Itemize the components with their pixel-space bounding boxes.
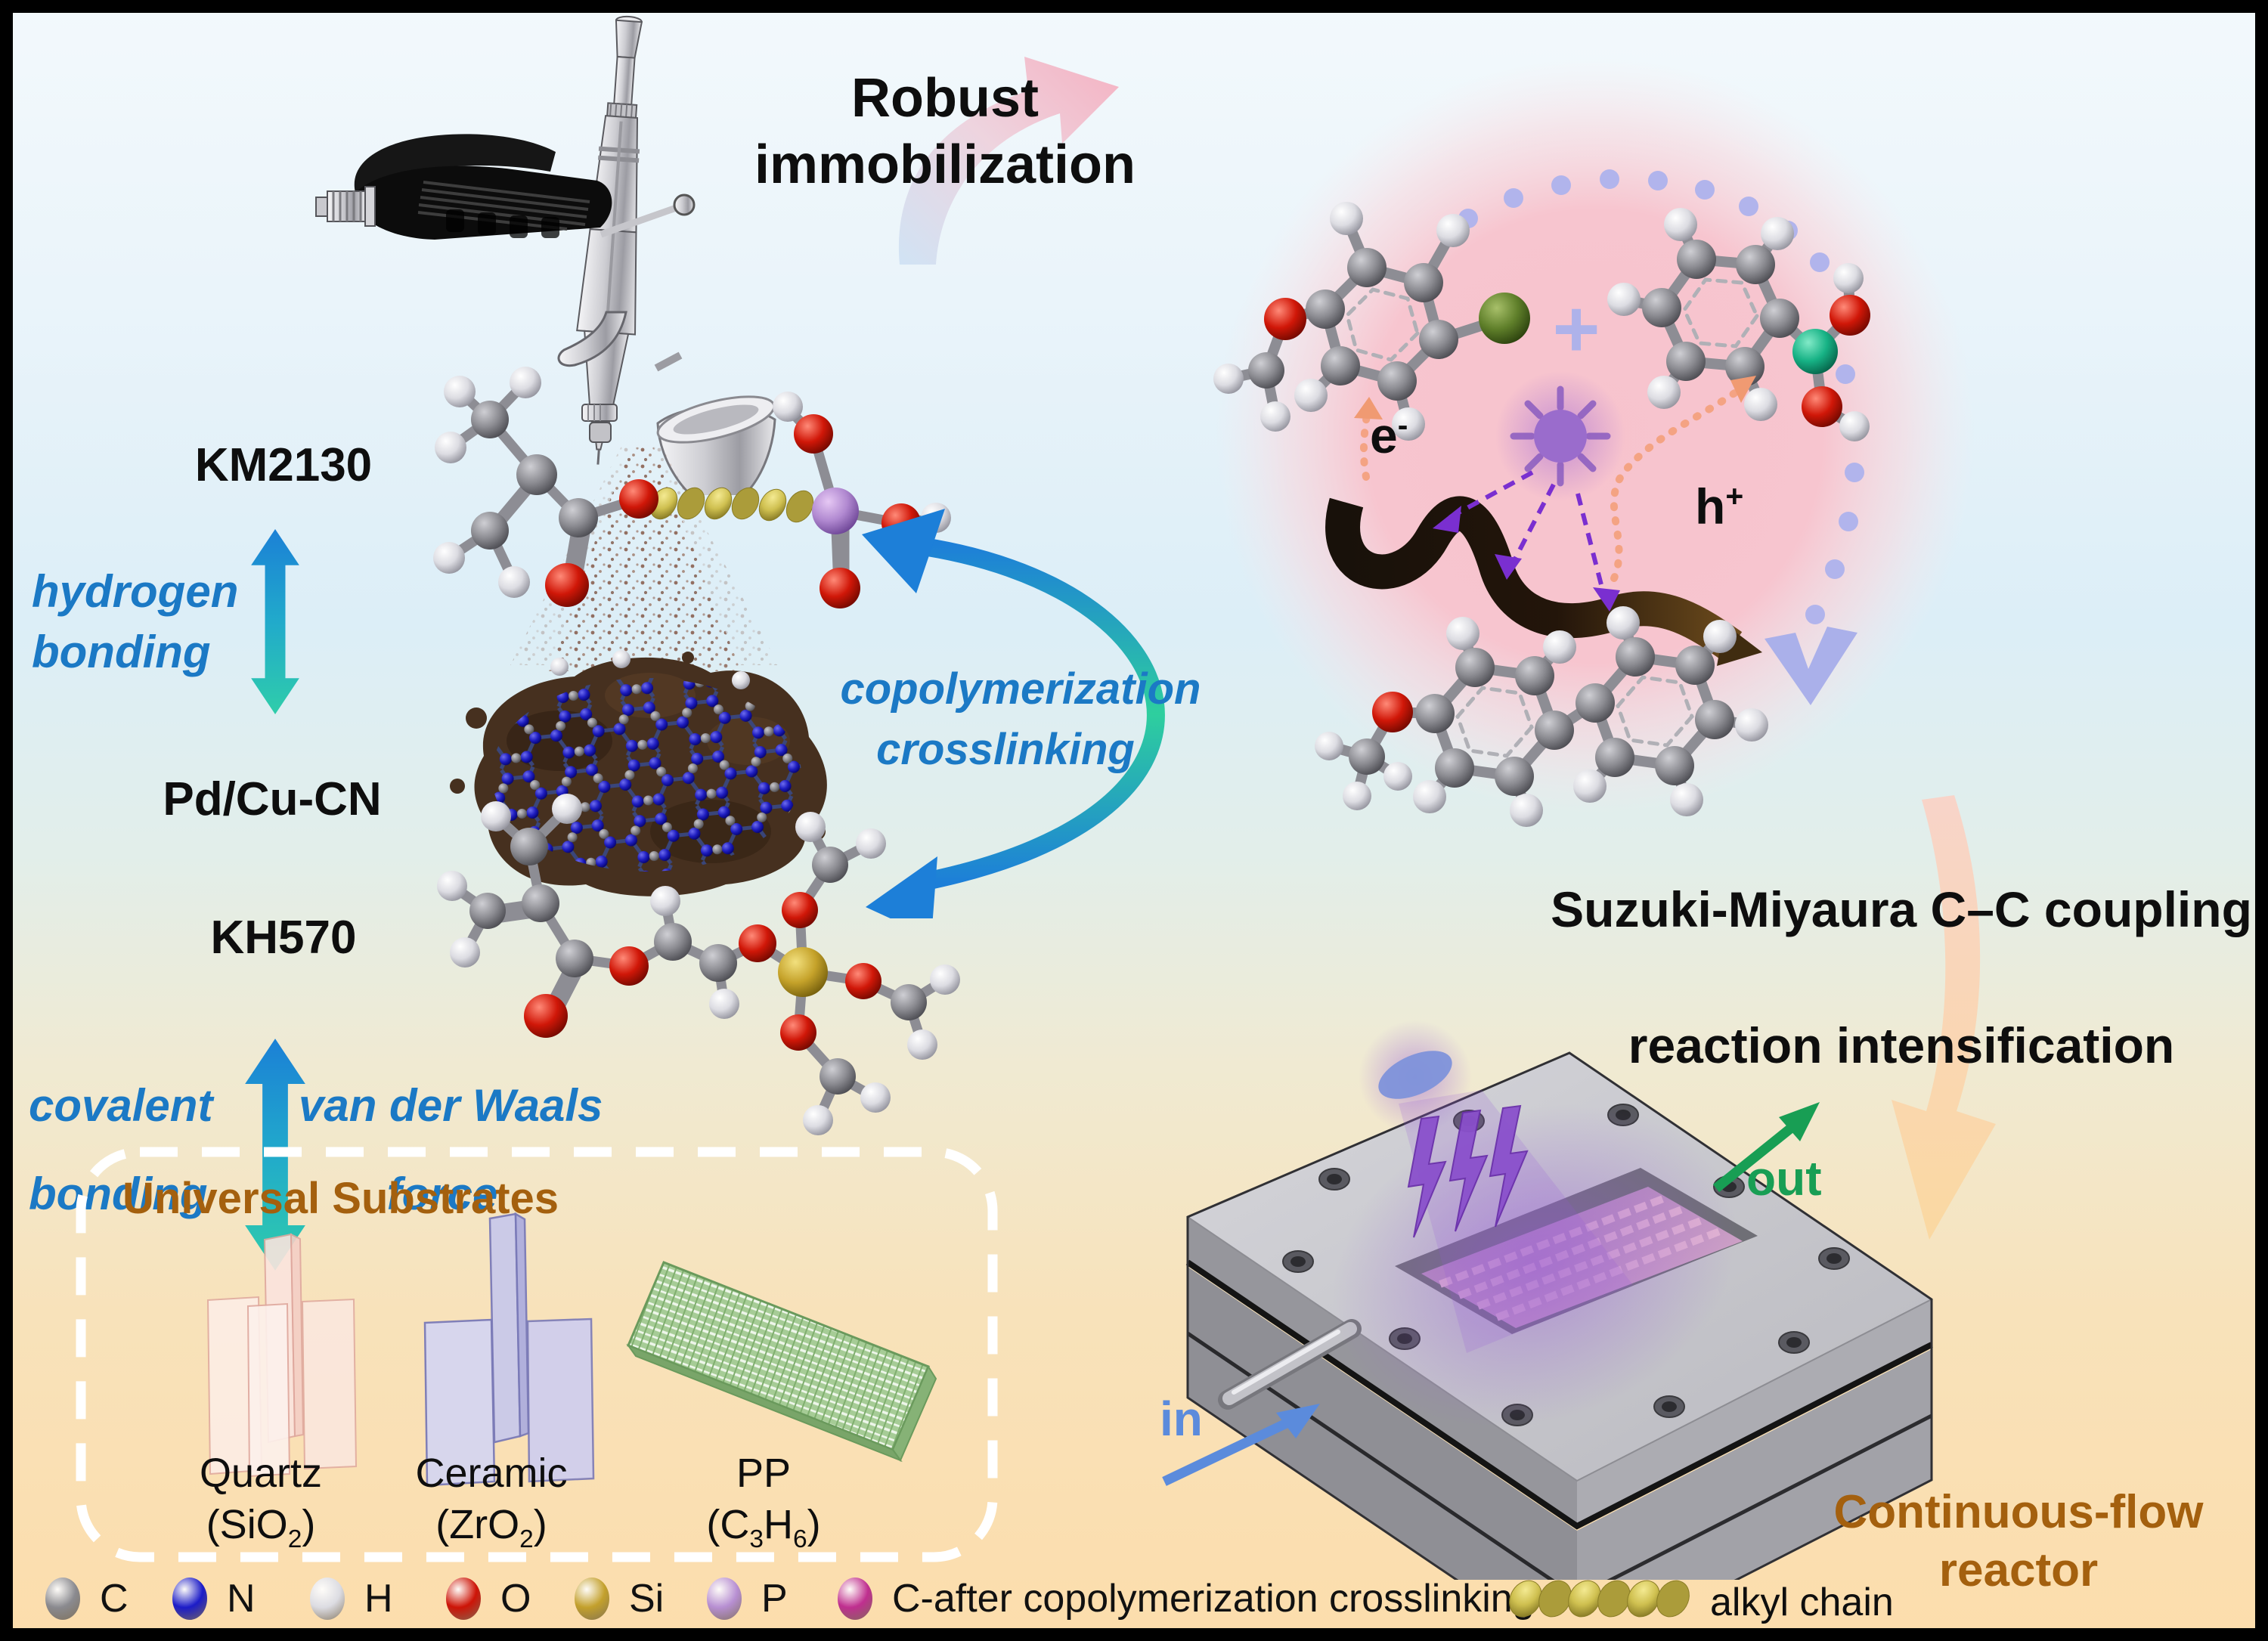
in-label: in: [1160, 1392, 1203, 1446]
suzuki-title-line2: reaction intensification: [1628, 1017, 2175, 1073]
airbrush-handle: [352, 134, 612, 240]
light-source-icon: [1495, 371, 1625, 501]
vdw-label-line2: force: [386, 1169, 498, 1219]
electron-label: e-: [1370, 407, 1408, 463]
robust-line1: Robust: [851, 68, 1039, 128]
oxygen-atom-icon: [446, 1578, 481, 1620]
km2130-molecule: [433, 367, 951, 608]
suzuki-title-line1: Suzuki-Miyaura C–C coupling: [1551, 881, 2252, 937]
phosphorus-atom: [812, 488, 859, 534]
hydrogen-atom-icon: [310, 1578, 345, 1620]
substrate-ceramic-name: Ceramic: [415, 1451, 568, 1496]
legend-atom-p: P: [707, 1574, 788, 1623]
legend-label: O: [500, 1577, 531, 1621]
legend-label: N: [227, 1577, 256, 1621]
continuous-flow-reactor: [1185, 1020, 1933, 1580]
inlet-tube: [1218, 1319, 1362, 1410]
reactor-name-line2: reactor: [1938, 1544, 2099, 1596]
km2130-label: KM2130: [194, 439, 373, 491]
airbrush-chrome-body: [576, 15, 643, 465]
covalent-label-line1: covalent: [29, 1080, 213, 1131]
hydrogen-bonding-arrow: [251, 529, 299, 714]
copolymerization-label-line1: copolymerization: [840, 664, 1201, 714]
copolymerization-label-line2: crosslinking: [876, 725, 1135, 774]
copolymerization-curve-arrow: [862, 509, 1165, 918]
substrate-illustrations: [206, 1212, 937, 1487]
legend-label: C: [100, 1577, 129, 1621]
legend-atom-o: O: [446, 1574, 531, 1623]
airbrush-connector: [315, 186, 376, 227]
in-arrow: [1162, 1404, 1320, 1486]
bromine-atom: [1479, 293, 1530, 344]
uv-bolts: [1407, 1104, 1529, 1238]
alkyl-chain-helix: [649, 487, 814, 523]
legend-label: C-after copolymerization crosslinking: [892, 1577, 1535, 1621]
spray-cone-inner: [548, 447, 741, 671]
substrate-pp-formula: (C3H6): [706, 1502, 821, 1553]
legend-label: H: [364, 1577, 393, 1621]
substrate-quartz-name: Quartz: [199, 1451, 323, 1496]
substrate-quartz-formula: (SiO2): [206, 1502, 316, 1553]
photocatalysis-scene: [1213, 58, 1975, 827]
legend-label: P: [761, 1577, 788, 1621]
legend-atom-si: Si: [575, 1574, 664, 1623]
airbrush-paint-cup: [654, 351, 776, 495]
uv-lamp: [1378, 1051, 1452, 1099]
bromoanisole-molecule: [1213, 202, 1530, 441]
phosphorus-atom-icon: [707, 1578, 742, 1620]
kh570-molecule: [437, 794, 960, 1135]
spray-assembly-scene: [433, 367, 960, 1135]
hydrogen-bonding-label-line2: bonding: [32, 627, 211, 677]
substrate-pp-name: PP: [736, 1451, 792, 1496]
reactor-name-line1: Continuous-flow: [1833, 1486, 2204, 1538]
boron-atom: [1792, 329, 1838, 374]
airbrush-illustration: [315, 15, 776, 495]
biphenyl-product-molecule: [1315, 606, 1768, 827]
robust-swoosh-arrow: [898, 57, 1119, 265]
out-arrow: [1712, 1102, 1820, 1193]
legend-atom-c: C: [45, 1574, 129, 1623]
covalent-label-line2: bonding: [29, 1169, 208, 1219]
alkyl-chain-icon: [1509, 1580, 1690, 1618]
plus-sign: +: [1552, 283, 1600, 374]
airbrush-trigger: [557, 194, 696, 367]
robust-immobilization-title: Robust immobilization: [665, 65, 1225, 198]
pd-cu-cn-label: Pd/Cu-CN: [163, 773, 382, 825]
vdw-label-line1: van der Waals: [299, 1080, 603, 1131]
pd-cu-cn-particle: [450, 650, 827, 896]
pp-mesh-sheet: [626, 1261, 937, 1463]
intensification-swoosh-arrow: [1892, 795, 1996, 1240]
ceramic-slabs: [423, 1212, 595, 1487]
legend-atom-h: H: [310, 1574, 393, 1623]
legend-atom-c-after: C-after copolymerization crosslinking: [838, 1574, 1535, 1623]
substrate-ceramic-formula: (ZrO2): [435, 1502, 547, 1553]
robust-line2: immobilization: [754, 135, 1136, 195]
silicon-atom: [778, 947, 828, 997]
universal-substrates-title: Universal Substrates: [122, 1174, 559, 1223]
substrates-dashed-box: [76, 1147, 998, 1562]
quartz-slabs: [206, 1233, 358, 1478]
nitrogen-atom-icon: [172, 1578, 207, 1620]
silicon-atom-icon: [575, 1578, 609, 1620]
phenylboronic-acid-molecule: [1607, 208, 1870, 441]
c-after-atom-icon: [838, 1578, 872, 1620]
carbon-atom-icon: [45, 1578, 80, 1620]
cycle-arrowhead: [1765, 627, 1857, 705]
legend-label: Si: [629, 1577, 665, 1621]
out-label: out: [1746, 1151, 1822, 1206]
legend-atom-n: N: [172, 1574, 256, 1623]
hydrogen-bonding-label-line1: hydrogen: [32, 566, 239, 617]
airbrush-side-valve: [581, 404, 618, 443]
hole-label: h+: [1695, 478, 1744, 534]
alkyl-chain-label: alkyl chain: [1710, 1581, 1894, 1624]
kh570-label: KH570: [210, 912, 357, 964]
